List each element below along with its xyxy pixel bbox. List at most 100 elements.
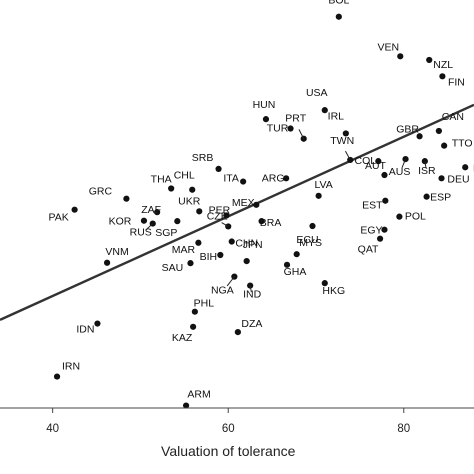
data-point-per (223, 212, 230, 219)
leader-line-zaf (153, 211, 158, 214)
point-label-mex: MEX (232, 197, 255, 209)
data-point-grc (123, 195, 130, 202)
point-label-dza: DZA (241, 318, 262, 330)
point-label-phl: PHL (194, 298, 215, 310)
x-axis: 40 60 80 (0, 407, 474, 435)
data-point-pak (71, 206, 78, 213)
point-label-sgp: SGP (155, 227, 177, 239)
point-label-tur: TUR (267, 123, 289, 135)
point-label-bih: BIH (200, 251, 218, 263)
point-label-hun: HUN (253, 99, 276, 111)
leader-line-twn (344, 150, 351, 161)
data-point-jpn (243, 258, 250, 265)
data-point-bol (335, 13, 342, 20)
x-tick-label-40: 40 (46, 423, 59, 435)
data-point-ni (462, 164, 469, 171)
point-label-grc: GRC (89, 186, 113, 198)
point-label-idn: IDN (76, 324, 94, 336)
point-label-chn: CHN (235, 238, 258, 250)
data-point-mex (253, 201, 260, 208)
point-label-rus: RUS (130, 227, 152, 239)
data-point-ind (247, 282, 254, 289)
data-point-bih (217, 251, 224, 259)
point-label-ni: NI (473, 162, 474, 174)
point-label-irl: IRL (328, 110, 345, 122)
data-point-egy (381, 226, 388, 233)
leader-line-nga (226, 276, 235, 287)
data-point-chl (189, 186, 196, 193)
data-point-hun (262, 116, 270, 123)
data-point-pol (396, 213, 403, 220)
point-label-cze: CZE (207, 210, 228, 222)
data-point-tur (287, 125, 294, 132)
leader-line-cze (221, 222, 229, 227)
point-label-twn: TWN (330, 135, 354, 147)
data-point-hkg (321, 280, 328, 287)
data-point-sgp (174, 218, 181, 225)
point-label-ind: IND (243, 289, 262, 301)
point-label-fin: FIN (448, 76, 465, 88)
data-point-kor (140, 217, 148, 224)
point-label-ukr: UKR (178, 195, 201, 207)
point-label-nzl: NZL (433, 59, 453, 71)
point-label-arm: ARM (187, 389, 210, 401)
data-point-phl (191, 308, 198, 315)
point-label-kor: KOR (109, 216, 132, 228)
leader-line-prt (298, 129, 305, 139)
data-point-aut (381, 171, 388, 179)
point-label-mar: MAR (172, 244, 196, 256)
data-point-ukr (196, 208, 203, 215)
point-label-kaz: KAZ (172, 332, 193, 344)
point-label-zaf: ZAF (141, 204, 161, 216)
data-point-arg (283, 175, 290, 182)
data-point-fin (439, 73, 446, 80)
data-point-kaz (190, 323, 197, 330)
data-point-bra (258, 218, 265, 225)
data-point-tha (168, 185, 175, 192)
point-label-usa: USA (306, 87, 328, 99)
point-label-arg: ARG (262, 172, 285, 184)
point-label-tto: TTO (452, 138, 473, 150)
data-point-can (435, 127, 442, 135)
point-label-srb: SRB (192, 152, 214, 164)
data-point-dza (234, 329, 241, 336)
regression-line-layer (0, 103, 474, 321)
point-label-egy: EGY (360, 225, 382, 237)
point-label-ven: VEN (377, 41, 399, 53)
point-label-mys: MYS (299, 237, 322, 249)
data-point-nzl (426, 56, 433, 64)
data-point-gbr (416, 133, 423, 140)
point-label-vnm: VNM (105, 246, 128, 258)
point-label-chl: CHL (174, 170, 195, 182)
point-label-aus: AUS (389, 166, 411, 178)
point-label-tha: THA (151, 173, 172, 185)
point-label-deu: DEU (447, 173, 469, 185)
data-point-mys (293, 251, 300, 258)
data-point-ven (397, 53, 404, 60)
point-label-prt: PRT (285, 113, 306, 125)
point-label-nga: NGA (211, 285, 234, 297)
point-label-sau: SAU (162, 262, 184, 274)
leader-line-ind (249, 285, 252, 293)
data-point-esp (423, 193, 430, 200)
point-label-jpn: JPN (243, 239, 263, 251)
data-point-qat (376, 235, 384, 242)
point-label-irn: IRN (62, 361, 80, 373)
point-label-gbr: GBR (396, 123, 419, 135)
data-point-tto (441, 142, 448, 149)
data-point-lva (315, 192, 322, 199)
leader-line-isr (424, 161, 427, 169)
data-point-sau (187, 260, 194, 267)
data-point-deu (438, 175, 445, 182)
point-label-aut: AUT (365, 160, 387, 172)
data-point-usa (321, 107, 328, 114)
point-label-bra: BRA (260, 217, 282, 229)
point-label-can: CAN (442, 111, 464, 123)
point-label-pak: PAK (48, 212, 68, 224)
data-point-ecu (309, 222, 316, 230)
x-tick-label-60: 60 (222, 423, 235, 435)
point-label-isr: ISR (418, 165, 436, 177)
point-label-hkg: HKG (322, 285, 345, 297)
x-axis-title: Valuation of tolerance (161, 443, 296, 459)
